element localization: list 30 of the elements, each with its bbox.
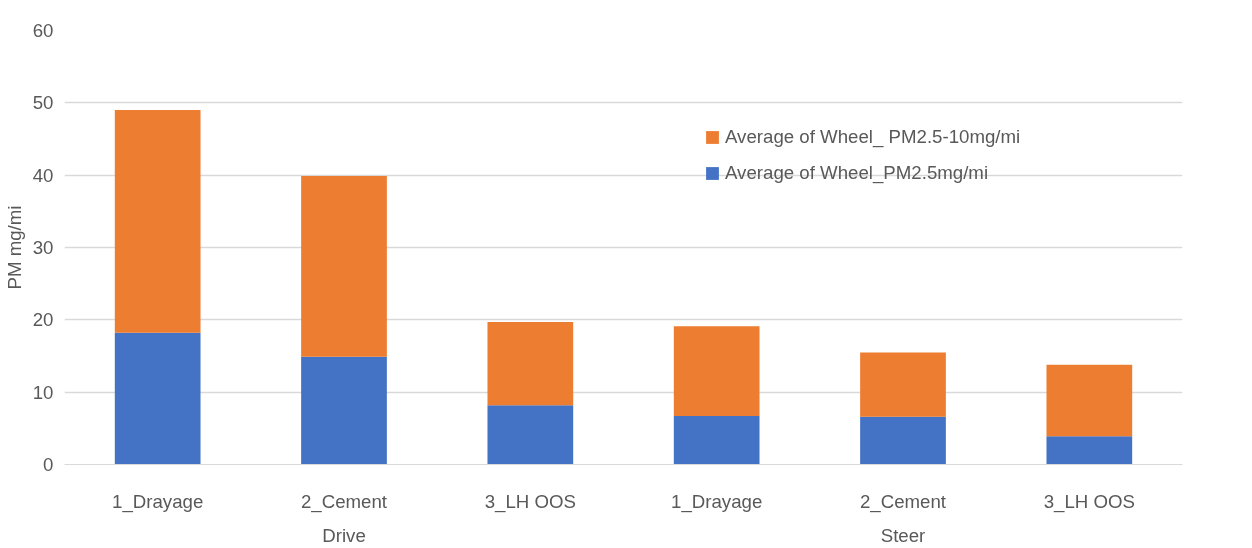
y-tick-label: 40: [32, 164, 54, 186]
bar: [1046, 436, 1133, 465]
bar: [487, 405, 574, 465]
y-tick-label: 10: [32, 381, 54, 403]
x-tick-label: 3_LH OOS: [484, 490, 576, 513]
bar: [487, 322, 574, 406]
bar: [301, 175, 387, 357]
y-tick-label: 0: [43, 454, 54, 475]
legend-label: Average of Wheel_PM2.5mg/mi: [725, 162, 989, 184]
bar: [114, 110, 201, 333]
bar: [673, 326, 760, 417]
x-tick-label: 1_Drayage: [671, 490, 763, 513]
x-tick-label: 1_Drayage: [112, 490, 204, 513]
y-tick-label: 20: [32, 309, 54, 331]
text: Steer: [880, 524, 926, 546]
x-tick-label: 3_LH OOS: [1043, 490, 1135, 513]
x-tick-label: 2_Cement: [859, 490, 947, 513]
bar: [301, 356, 387, 465]
y-tick-label: 60: [32, 20, 54, 41]
bar: [1046, 364, 1133, 437]
y-tick-label: 30: [32, 237, 54, 258]
text: Drive: [322, 524, 366, 546]
bar: [673, 416, 760, 465]
bar: [860, 416, 946, 465]
y-axis-title: PM mg/mi: [3, 205, 25, 290]
legend-label: Average of Wheel_ PM2.5-10mg/mi: [725, 126, 1021, 148]
bar: [114, 332, 201, 465]
y-tick-label: 50: [32, 92, 54, 114]
bar: [860, 352, 946, 417]
x-tick-label: 2_Cement: [300, 490, 388, 513]
